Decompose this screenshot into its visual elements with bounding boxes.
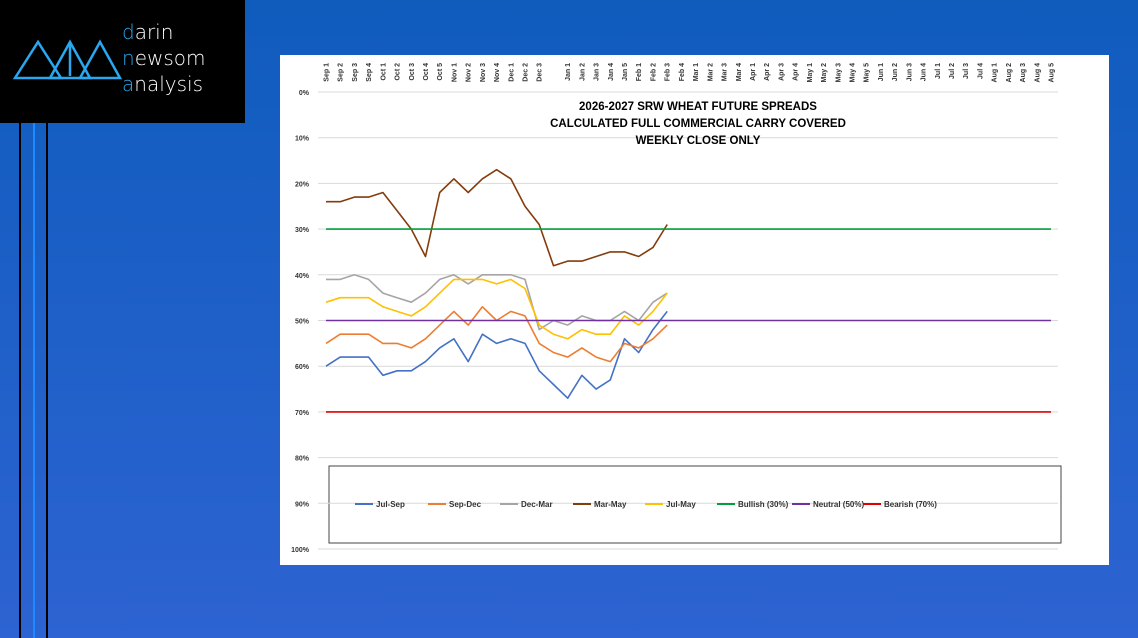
x-tick-label: Apr 1	[750, 63, 757, 81]
x-tick-label: Aug 5	[1049, 63, 1056, 83]
y-tick-label: 100%	[291, 547, 310, 554]
logo: darin newsom analysis	[0, 0, 245, 123]
x-tick-label: Nov 3	[480, 63, 487, 82]
brand-word: darin	[122, 20, 174, 44]
x-tick-label: May 5	[864, 63, 871, 83]
x-tick-label: Nov 1	[451, 63, 458, 82]
x-tick-label: Feb 4	[679, 63, 686, 81]
x-tick-label: May 2	[821, 63, 828, 83]
brand-word: newsom	[122, 46, 206, 70]
x-tick-label: Oct 3	[409, 63, 416, 81]
legend-label: Jul-May	[666, 500, 696, 509]
x-tick-label: Apr 2	[764, 63, 771, 81]
y-tick-label: 60%	[295, 364, 310, 371]
x-tick-label: Dec 3	[537, 63, 544, 82]
y-tick-label: 70%	[295, 410, 310, 417]
x-tick-label: Jan 5	[622, 63, 629, 81]
x-tick-label: Aug 1	[992, 63, 999, 83]
legend-label: Mar-May	[594, 500, 627, 509]
decor-bar	[46, 123, 48, 638]
x-tick-label: Aug 2	[1006, 63, 1013, 83]
y-tick-label: 90%	[295, 501, 310, 508]
series-line	[325, 310, 668, 399]
x-tick-label: Aug 4	[1034, 63, 1041, 83]
x-tick-label: Dec 2	[523, 63, 530, 82]
x-tick-label: Jan 3	[594, 63, 601, 81]
y-tick-label: 50%	[295, 319, 310, 326]
chart-title: WEEKLY CLOSE ONLY	[636, 135, 761, 147]
chart: 0% 10% 20% 30% 40% 50% 60% 70% 80% 90% 100% Sep 1 Se…	[280, 55, 1109, 565]
x-tick-label: Feb 2	[650, 63, 657, 81]
x-tick-label: Jul 1	[935, 63, 942, 79]
x-tick-label: May 1	[807, 63, 814, 83]
x-tick-label: Mar 2	[707, 63, 714, 81]
x-tick-label: Sep 4	[366, 63, 373, 82]
y-tick-label: 40%	[295, 273, 310, 280]
chart-background	[280, 55, 1109, 565]
x-tick-label: Sep 3	[352, 63, 359, 82]
legend-label: Bullish (30%)	[738, 500, 789, 509]
x-tick-label: Jan 4	[608, 63, 615, 81]
chart-title: 2026-2027 SRW WHEAT FUTURE SPREADS	[579, 101, 817, 113]
x-tick-label: Jul 2	[949, 63, 956, 79]
y-tick-label: 10%	[295, 136, 310, 143]
decor-bar	[33, 123, 35, 638]
x-tick-label: Jun 3	[906, 63, 913, 81]
legend-label: Sep-Dec	[449, 500, 482, 509]
legend-label: Dec-Mar	[521, 500, 553, 509]
x-tick-label: Sep 1	[324, 63, 331, 82]
x-tick-label: Jan 2	[579, 63, 586, 81]
x-tick-label: Oct 4	[423, 63, 430, 81]
x-tick-label: Mar 4	[736, 63, 743, 81]
x-tick-label: May 3	[835, 63, 842, 83]
x-tick-label: Jul 3	[963, 63, 970, 79]
x-tick-label: Jun 2	[892, 63, 899, 81]
x-tick-label: Jun 4	[921, 63, 928, 81]
series-line	[325, 278, 668, 340]
x-tick-label: Aug 3	[1020, 63, 1027, 83]
y-tick-label: 0%	[299, 90, 310, 97]
x-tick-label: Mar 1	[693, 63, 700, 81]
series-line	[326, 168, 668, 267]
chart-title: CALCULATED FULL COMMERCIAL CARRY COVERED	[550, 118, 846, 130]
legend-label: Jul-Sep	[376, 500, 405, 509]
x-tick-label: Oct 2	[395, 63, 402, 81]
x-tick-label: Sep 2	[338, 63, 345, 82]
legend-label: Bearish (70%)	[884, 500, 937, 509]
x-tick-label: Apr 3	[778, 63, 785, 81]
x-tick-label: Mar 3	[722, 63, 729, 81]
x-tick-label: Feb 3	[665, 63, 672, 81]
y-tick-label: 30%	[295, 227, 310, 234]
x-tick-label: Feb 1	[636, 63, 643, 81]
x-tick-label: Dec 1	[508, 63, 515, 82]
x-tick-label: Nov 4	[494, 63, 501, 82]
decor-bar	[19, 123, 21, 638]
x-tick-label: Apr 4	[793, 63, 800, 81]
x-tick-label: Jan 1	[565, 63, 572, 81]
y-tick-label: 20%	[295, 181, 310, 188]
logo-mark	[12, 39, 123, 80]
x-tick-label: Oct 5	[437, 63, 444, 81]
legend-box	[328, 465, 1062, 544]
x-tick-label: Nov 2	[466, 63, 473, 82]
legend-label: Neutral (50%)	[813, 500, 864, 509]
x-tick-label: Jun 1	[878, 63, 885, 81]
x-tick-label: Oct 1	[380, 63, 387, 81]
y-tick-label: 80%	[295, 456, 310, 463]
brand-word: analysis	[122, 72, 203, 96]
x-tick-label: Jul 4	[977, 63, 984, 79]
x-tick-label: May 4	[849, 63, 856, 83]
